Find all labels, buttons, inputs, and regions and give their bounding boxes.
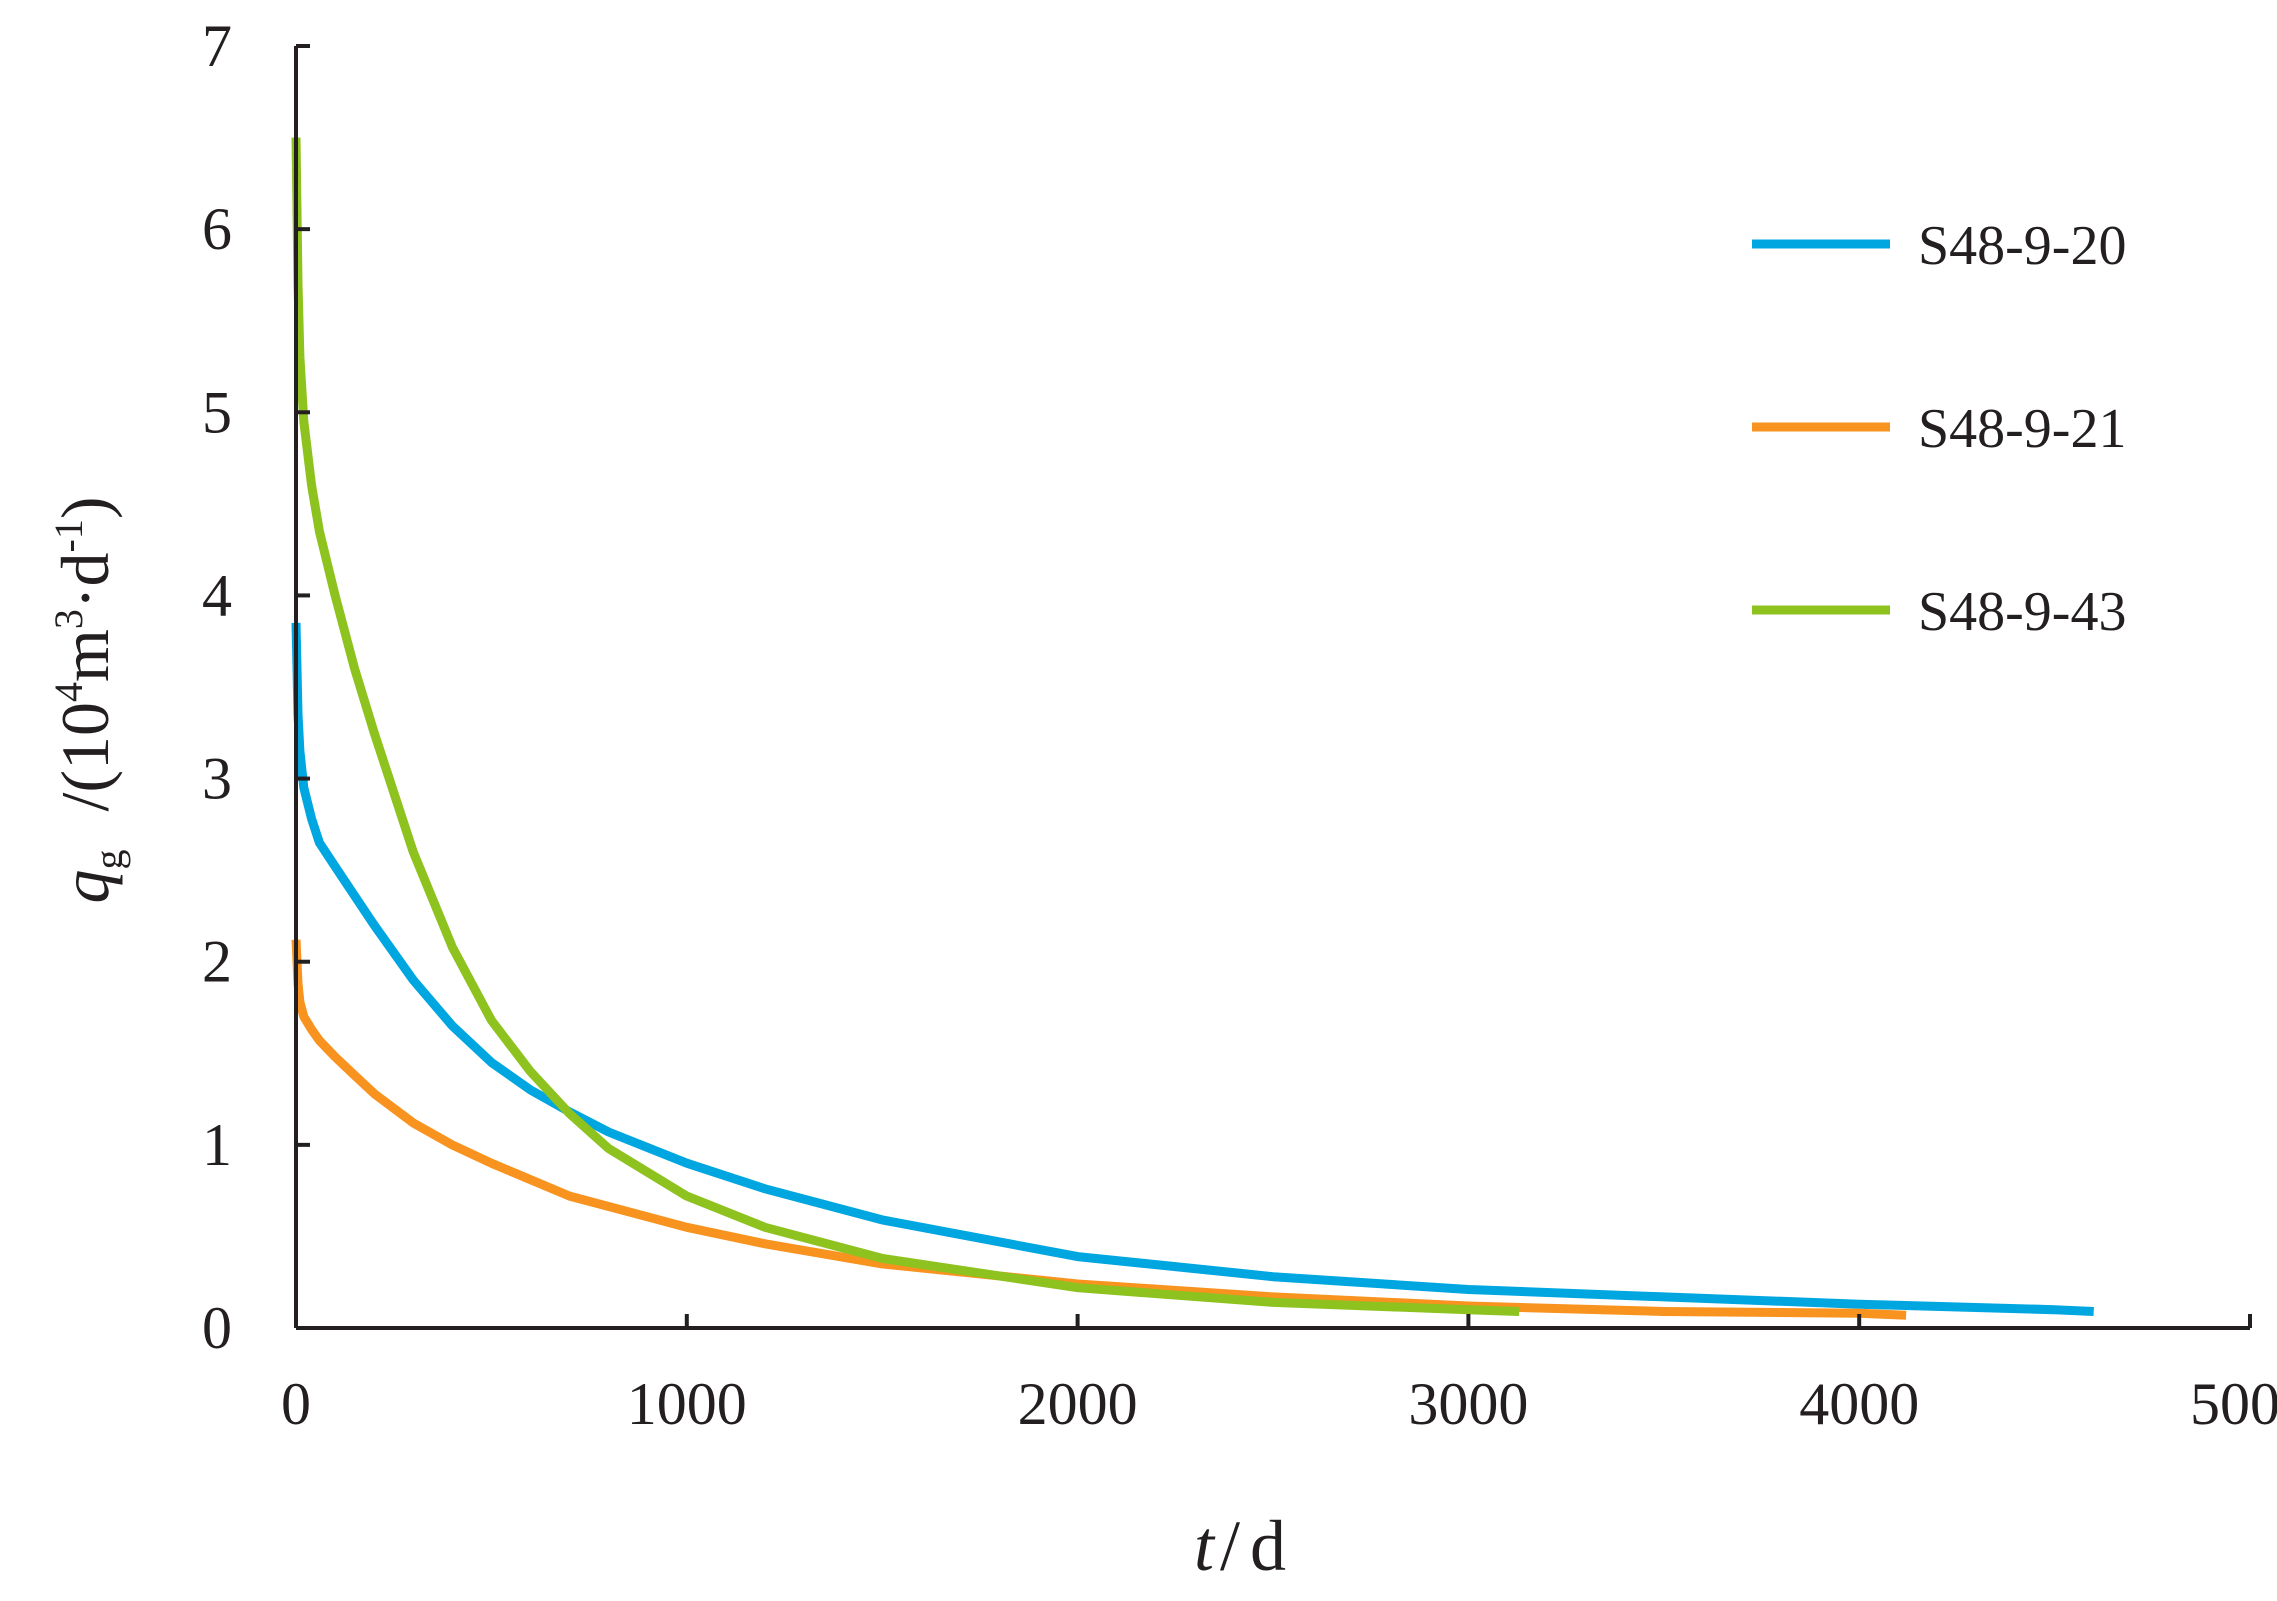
x-axis-label-unit: d	[1250, 1506, 1286, 1586]
y-tick-label: 1	[202, 1112, 232, 1178]
y-axis-label-unit-exp3: -1	[46, 519, 91, 552]
x-tick-label: 3000	[1408, 1371, 1528, 1437]
x-tick-label: 2000	[1018, 1371, 1138, 1437]
x-axis-label-var: t	[1194, 1506, 1216, 1586]
y-axis-label-var: q	[47, 870, 123, 904]
y-axis-label: qg /(104m3·d-1)	[46, 496, 131, 903]
x-tick-label: 4000	[1799, 1371, 1919, 1437]
y-tick-label: 5	[202, 379, 232, 445]
y-axis-label-unit-prefix: /(10	[47, 702, 123, 812]
y-axis-label-unit-exp: 4	[46, 682, 91, 702]
axes	[294, 46, 2250, 1330]
legend-label-s48-9-21: S48-9-21	[1918, 398, 2126, 460]
y-axis-label-unit-mid: m	[47, 629, 123, 682]
y-axis-label-unit-mid2: ·d	[47, 552, 123, 609]
series-line-s48-9-21	[291, 939, 1907, 1320]
y-axis-label-sub: g	[86, 850, 131, 870]
legend-label-s48-9-43: S48-9-43	[1918, 581, 2126, 643]
y-tick-label: 3	[202, 746, 232, 812]
series-line-s48-9-43	[291, 137, 1520, 1316]
y-tick-label: 4	[202, 562, 232, 628]
plot-lines	[291, 137, 2094, 1320]
y-tick-label: 2	[202, 929, 232, 995]
x-axis-label-sep: /	[1220, 1506, 1240, 1586]
x-axis-label: t/d	[1194, 1506, 1286, 1586]
legend-label-s48-9-20: S48-9-20	[1918, 215, 2126, 277]
y-tick-label: 0	[202, 1295, 232, 1361]
y-tick-label: 7	[202, 13, 232, 79]
series-line-s48-9-20	[291, 622, 2094, 1316]
legend: S48-9-20 S48-9-21 S48-9-43	[1752, 215, 2126, 643]
y-axis-label-unit-suffix: )	[47, 496, 123, 519]
x-tick-label: 1000	[627, 1371, 747, 1437]
y-tick-label: 6	[202, 196, 232, 262]
y-axis-label-unit-exp2: 3	[46, 609, 91, 629]
x-tick-label: 0	[281, 1371, 311, 1437]
